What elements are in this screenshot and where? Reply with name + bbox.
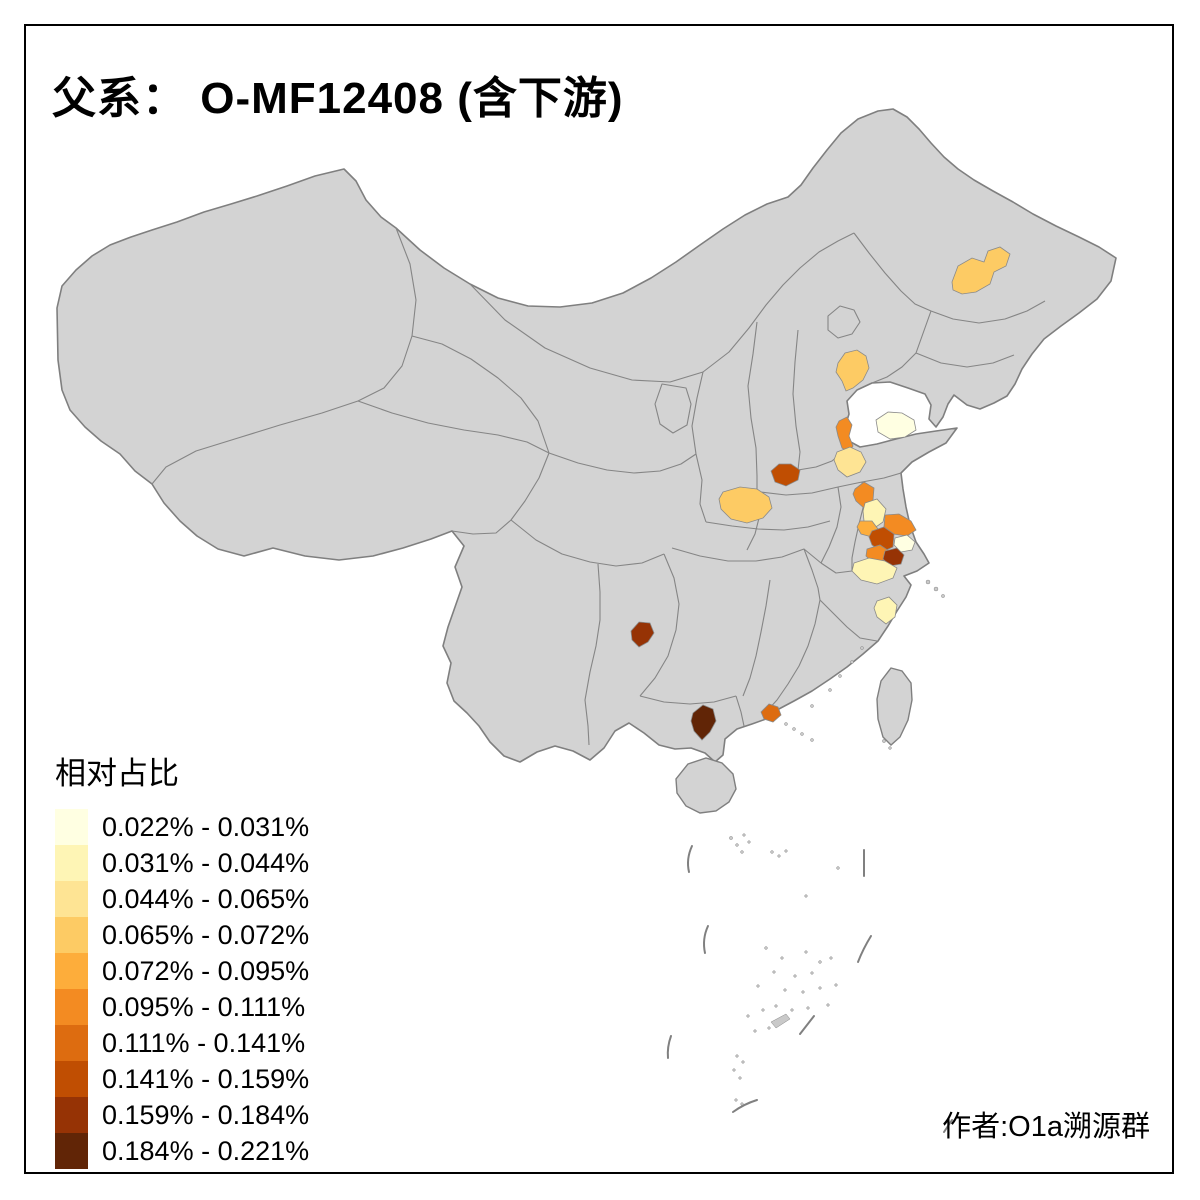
legend-row-6: 0.095% - 0.111% — [55, 989, 309, 1025]
legend-row-5: 0.072% - 0.095% — [55, 953, 309, 989]
region-weifang-yantai-area — [875, 411, 917, 440]
region-hangzhou-area — [851, 557, 898, 585]
mainland-landmass — [56, 108, 1117, 763]
region-nanning-area — [690, 704, 717, 741]
region-nanyang-area — [718, 486, 773, 524]
legend-label: 0.184% - 0.221% — [102, 1136, 310, 1166]
legend-label: 0.072% - 0.095% — [102, 956, 310, 986]
legend-swatch — [55, 1097, 88, 1133]
attribution: 作者:O1a溯源群 — [942, 1111, 1150, 1143]
legend-rows: 0.022% - 0.031% 0.031% - 0.044% 0.044% - 0… — [55, 809, 309, 1169]
legend-label: 0.159% - 0.184% — [102, 1100, 310, 1130]
province-borders — [151, 227, 1046, 746]
legend-row-3: 0.044% - 0.065% — [55, 881, 309, 917]
legend-swatch — [55, 809, 88, 845]
islands — [675, 667, 913, 814]
region-guiyang-area — [630, 621, 655, 648]
hainan-island — [675, 757, 737, 814]
legend: 相对占比 0.022% - 0.031% 0.031% - 0.044% 0.044… — [55, 748, 309, 1169]
legend-row-10: 0.184% - 0.221% — [55, 1133, 309, 1169]
legend-row-1: 0.022% - 0.031% — [55, 809, 309, 845]
legend-row-4: 0.065% - 0.072% — [55, 917, 309, 953]
region-guangzhou-dongguan-area — [760, 703, 782, 723]
region-taizhou-zhejiang-area — [873, 596, 898, 625]
legend-row-7: 0.111% - 0.141% — [55, 1025, 309, 1061]
legend-row-2: 0.031% - 0.044% — [55, 845, 309, 881]
legend-label: 0.065% - 0.072% — [102, 920, 310, 950]
map-title: 父系： O-MF12408 (含下游) — [52, 74, 624, 123]
legend-swatch — [55, 1133, 88, 1169]
legend-swatch — [55, 845, 88, 881]
region-zhengzhou-area — [770, 463, 801, 487]
region-jining-area — [833, 446, 867, 478]
legend-swatch — [55, 917, 88, 953]
legend-swatch — [55, 953, 88, 989]
nine-dash-line — [666, 845, 953, 1133]
region-tangshan-area — [835, 349, 870, 392]
legend-title: 相对占比 — [55, 756, 179, 791]
small-islands — [729, 579, 945, 1106]
legend-label: 0.022% - 0.031% — [102, 812, 310, 842]
legend-label: 0.044% - 0.065% — [102, 884, 310, 914]
region-nantong-area — [893, 534, 916, 553]
legend-swatch — [55, 881, 88, 917]
legend-swatch — [55, 1025, 88, 1061]
highlighted-regions — [630, 246, 1011, 741]
legend-label: 0.095% - 0.111% — [102, 992, 306, 1022]
legend-label: 0.141% - 0.159% — [102, 1064, 310, 1094]
legend-swatch — [55, 1061, 88, 1097]
legend-row-8: 0.141% - 0.159% — [55, 1061, 309, 1097]
legend-swatch — [55, 989, 88, 1025]
taiwan-island — [876, 667, 913, 746]
legend-label: 0.111% - 0.141% — [102, 1028, 306, 1058]
region-harbin-area — [951, 246, 1011, 295]
region-chuzhou-area — [868, 526, 895, 553]
legend-label: 0.031% - 0.044% — [102, 848, 310, 878]
legend-row-9: 0.159% - 0.184% — [55, 1097, 309, 1133]
